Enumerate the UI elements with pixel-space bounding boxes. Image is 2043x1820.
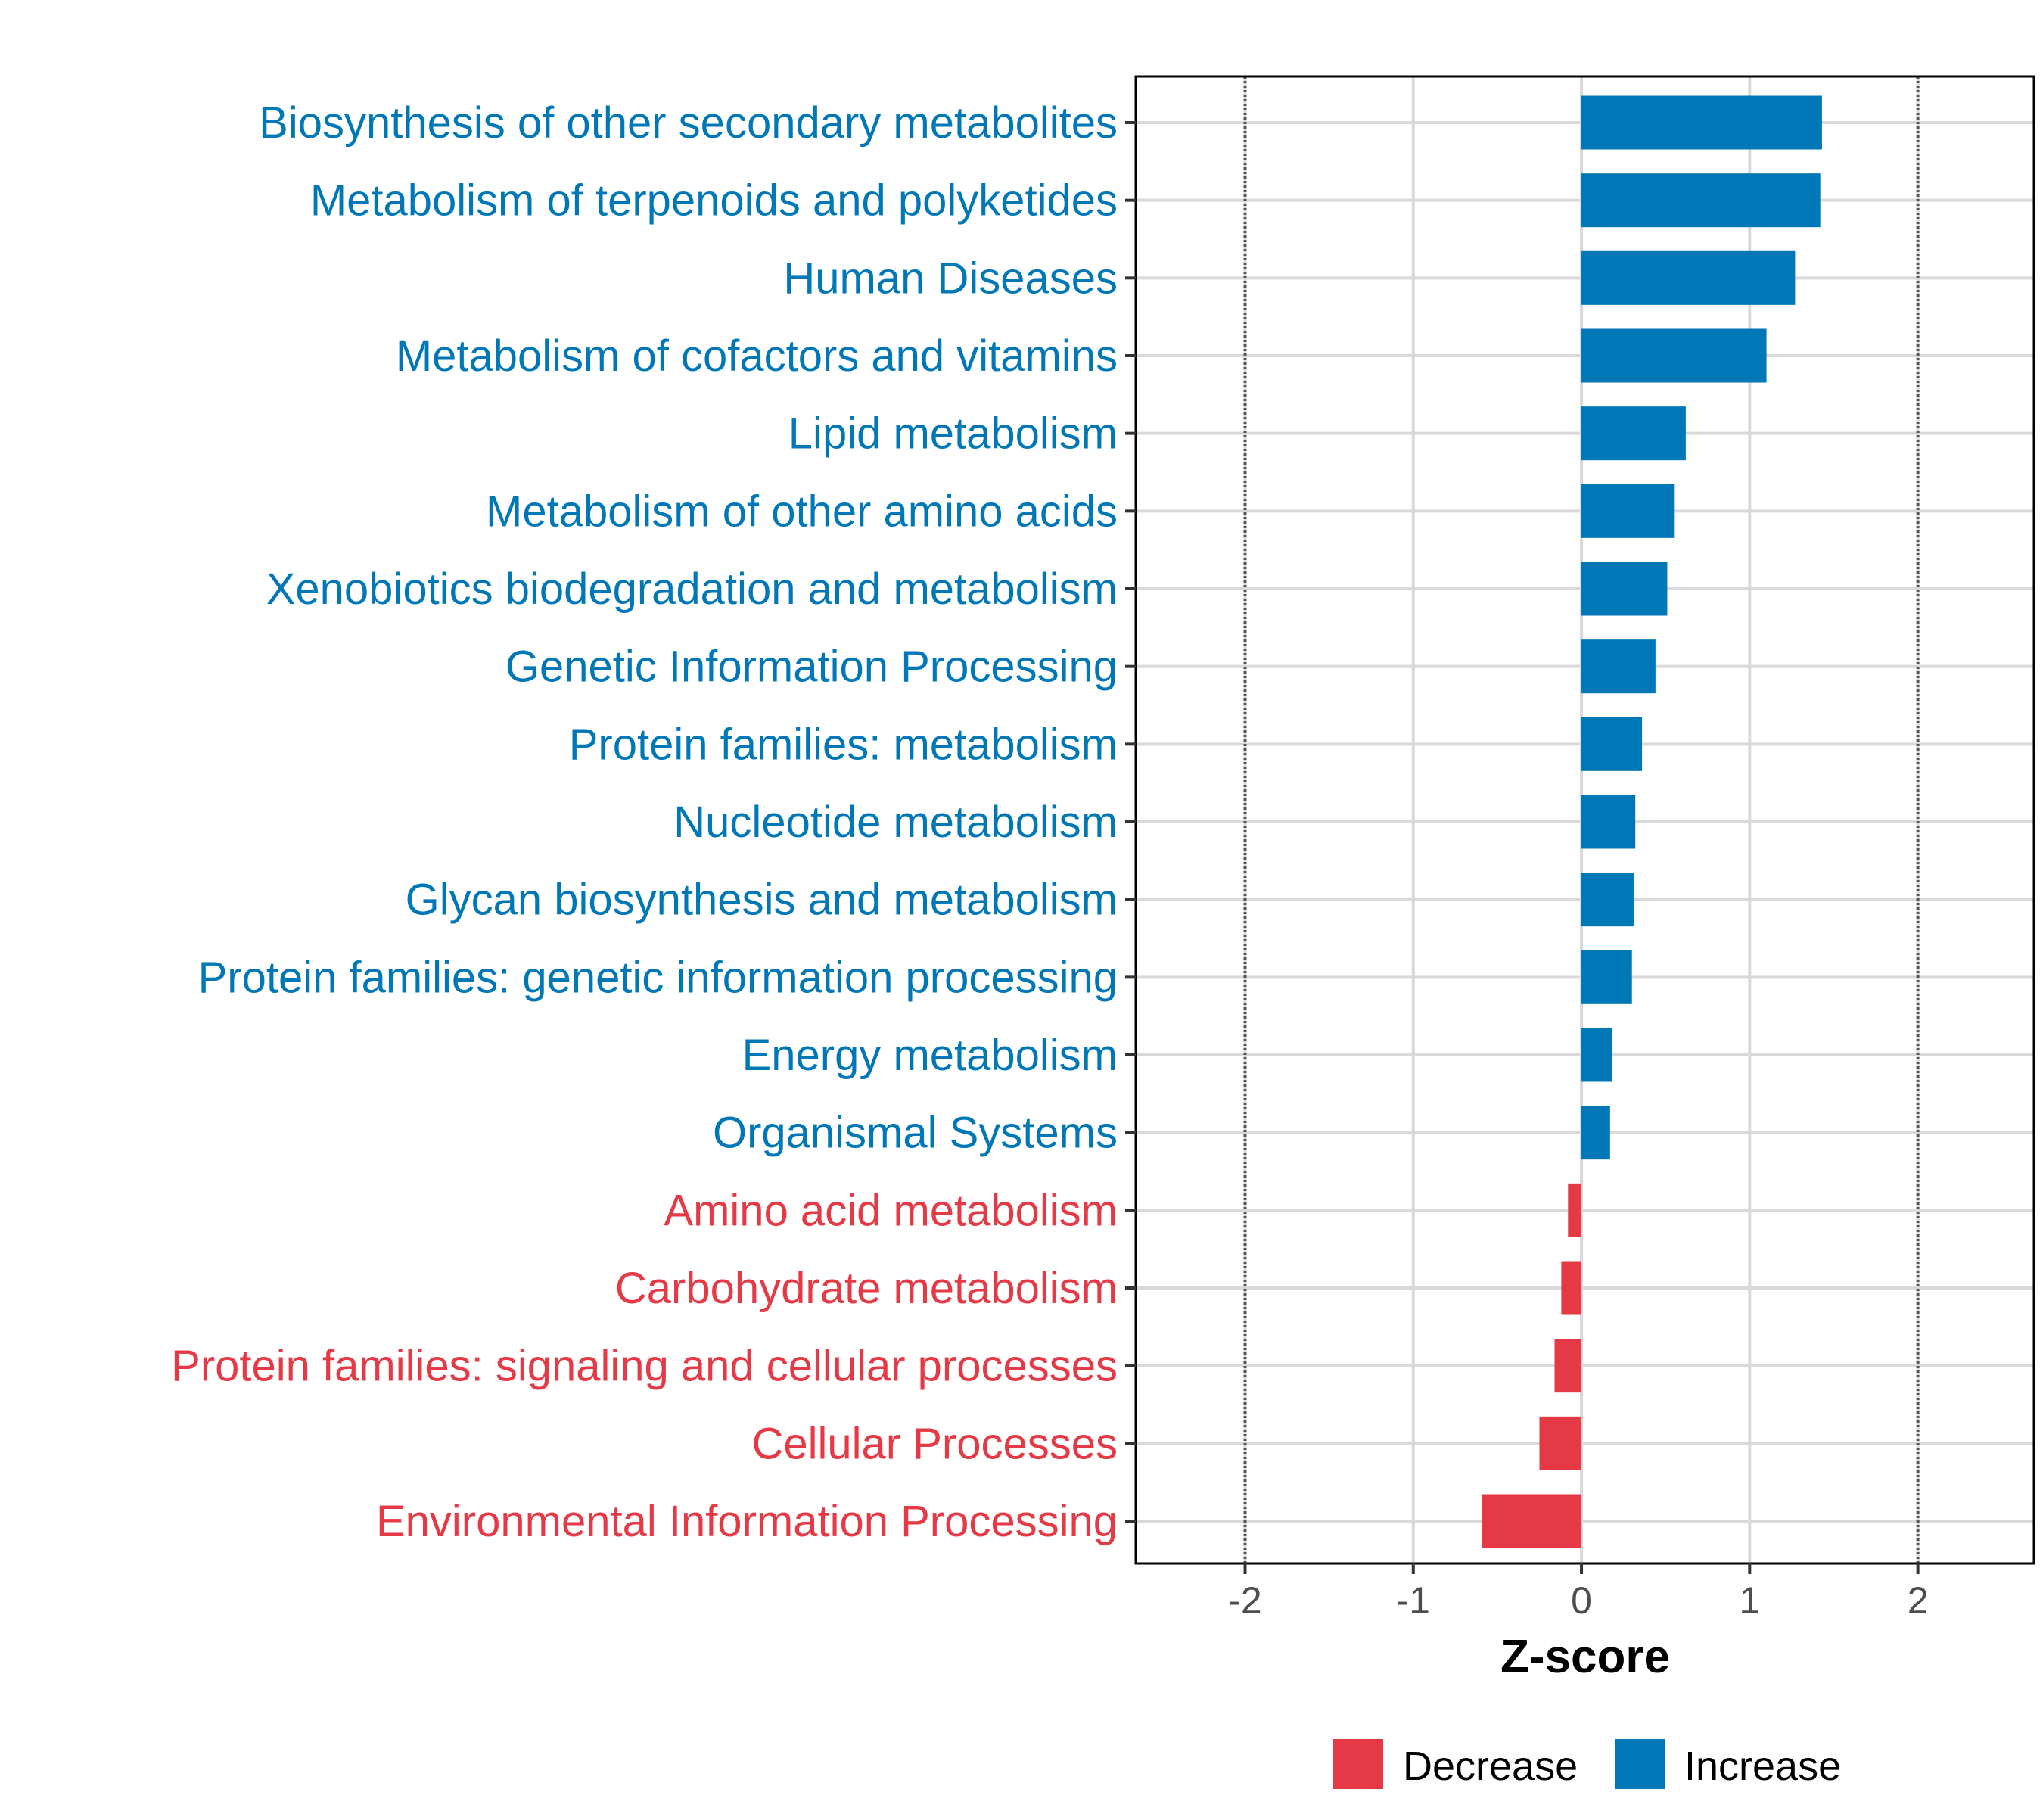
bars [1482, 95, 1822, 1548]
category-label: Protein families: signaling and cellular… [171, 1342, 1118, 1391]
bar [1581, 873, 1634, 927]
category-label: Metabolism of cofactors and vitamins [396, 331, 1118, 381]
x-tick-label: 1 [1739, 1579, 1760, 1622]
category-label: Energy metabolism [742, 1031, 1118, 1080]
bar [1581, 1106, 1610, 1160]
category-label: Nucleotide metabolism [673, 798, 1118, 847]
category-labels: Biosynthesis of other secondary metaboli… [171, 98, 1136, 1546]
category-label: Metabolism of terpenoids and polyketides [310, 176, 1118, 226]
bar [1581, 717, 1643, 771]
legend-label-increase: Increase [1684, 1744, 1841, 1789]
bar [1482, 1494, 1582, 1548]
bar [1581, 328, 1767, 383]
category-label: Lipid metabolism [788, 409, 1118, 459]
bar [1581, 950, 1632, 1004]
bar [1581, 795, 1636, 849]
x-axis-title: Z-score [1500, 1631, 1670, 1683]
x-axis-ticks: -2 -1 0 1 2 [1228, 1563, 1929, 1622]
category-label: Biosynthesis of other secondary metaboli… [259, 98, 1118, 148]
bar [1581, 1028, 1612, 1082]
category-label: Glycan biosynthesis and metabolism [406, 876, 1118, 925]
category-label: Xenobiotics biodegradation and metabolis… [266, 565, 1118, 614]
category-label: Environmental Information Processing [376, 1497, 1118, 1546]
x-tick-label: -2 [1228, 1579, 1261, 1622]
bar [1581, 173, 1821, 228]
category-label: Protein families: genetic information pr… [198, 953, 1118, 1002]
category-label: Carbohydrate metabolism [615, 1264, 1118, 1313]
category-label: Human Diseases [783, 254, 1118, 303]
bar [1554, 1339, 1582, 1393]
panel-border [1134, 75, 2035, 1565]
legend-label-decrease: Decrease [1403, 1744, 1578, 1789]
x-tick-label: 2 [1908, 1579, 1929, 1622]
bar [1581, 95, 1822, 150]
x-tick-label: 0 [1571, 1579, 1592, 1622]
category-label: Cellular Processes [751, 1419, 1118, 1468]
category-label: Genetic Information Processing [505, 642, 1118, 692]
bar [1581, 250, 1796, 305]
legend-swatch-decrease [1333, 1739, 1383, 1789]
bar [1581, 562, 1668, 616]
category-label: Protein families: metabolism [569, 720, 1118, 769]
bar [1539, 1416, 1582, 1470]
bar [1561, 1261, 1582, 1315]
bar [1581, 484, 1675, 538]
category-label: Metabolism of other amino acids [486, 487, 1118, 536]
x-tick-label: -1 [1397, 1579, 1430, 1622]
bar [1568, 1183, 1582, 1237]
bar [1581, 639, 1656, 694]
category-label: Organismal Systems [713, 1109, 1118, 1158]
category-label: Amino acid metabolism [664, 1186, 1118, 1235]
bar [1581, 406, 1686, 461]
legend-swatch-increase [1615, 1739, 1665, 1789]
legend: Decrease Increase [1333, 1739, 1841, 1789]
